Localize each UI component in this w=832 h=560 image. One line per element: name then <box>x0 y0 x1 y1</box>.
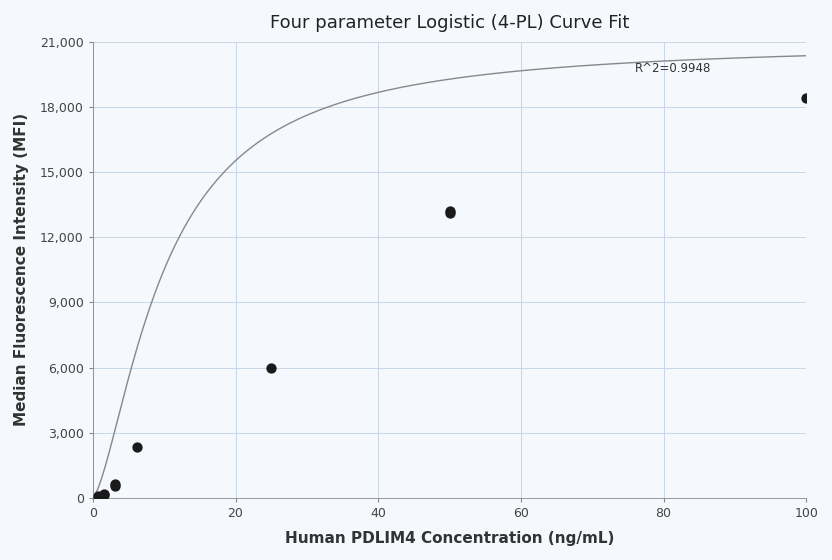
Point <box>97 490 111 499</box>
Point <box>443 209 456 218</box>
Y-axis label: Median Fluorescence Intensity (MFI): Median Fluorescence Intensity (MFI) <box>14 113 29 426</box>
Point <box>265 363 278 372</box>
Point <box>131 442 144 451</box>
Point <box>97 489 111 498</box>
Point <box>443 207 456 216</box>
X-axis label: Human PDLIM4 Concentration (ng/mL): Human PDLIM4 Concentration (ng/mL) <box>285 531 614 546</box>
Point <box>108 482 121 491</box>
Title: Four parameter Logistic (4-PL) Curve Fit: Four parameter Logistic (4-PL) Curve Fit <box>270 14 629 32</box>
Point <box>92 492 105 501</box>
Point <box>108 479 121 488</box>
Point <box>800 94 813 102</box>
Text: R^2=0.9948: R^2=0.9948 <box>635 62 711 75</box>
